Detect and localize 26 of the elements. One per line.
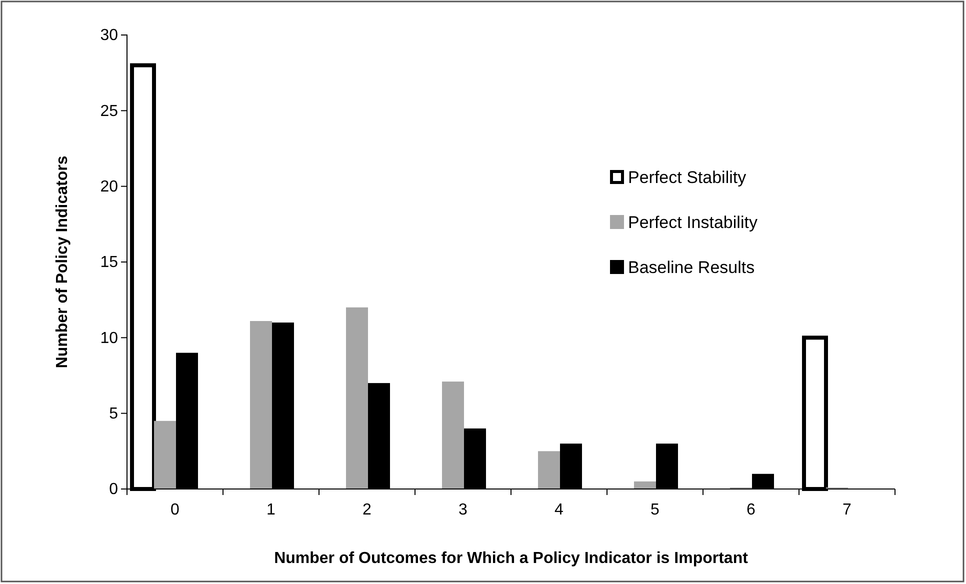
y-tick-label: 5 bbox=[109, 405, 118, 422]
y-tick-label: 20 bbox=[100, 178, 118, 196]
y-tick-label: 30 bbox=[100, 27, 118, 44]
legend-label: Baseline Results bbox=[628, 258, 755, 277]
x-tick-label: 0 bbox=[170, 501, 180, 518]
y-tick-label: 15 bbox=[100, 254, 118, 272]
x-tick-label: 6 bbox=[746, 501, 756, 518]
bar bbox=[442, 382, 464, 489]
bar bbox=[538, 451, 560, 489]
y-tick-label: 10 bbox=[100, 330, 118, 347]
legend-label: Perfect Stability bbox=[628, 168, 747, 187]
x-tick-label: 2 bbox=[362, 501, 372, 518]
x-tick-label: 1 bbox=[266, 501, 276, 518]
bar bbox=[346, 307, 368, 489]
y-tick-label: 25 bbox=[100, 102, 118, 120]
bar bbox=[250, 321, 272, 489]
x-tick-label: 7 bbox=[842, 501, 852, 518]
y-axis-title: Number of Policy Indicators bbox=[54, 156, 71, 368]
bar bbox=[634, 481, 656, 489]
y-tick-label: 0 bbox=[109, 481, 118, 498]
legend-label: Perfect Instability bbox=[628, 213, 758, 232]
x-tick-label: 4 bbox=[554, 501, 564, 518]
x-tick-label: 3 bbox=[458, 501, 468, 518]
x-tick-label: 5 bbox=[650, 501, 660, 518]
x-axis-title: Number of Outcomes for Which a Policy Indicator is Important bbox=[274, 550, 749, 567]
bar bbox=[154, 420, 176, 489]
